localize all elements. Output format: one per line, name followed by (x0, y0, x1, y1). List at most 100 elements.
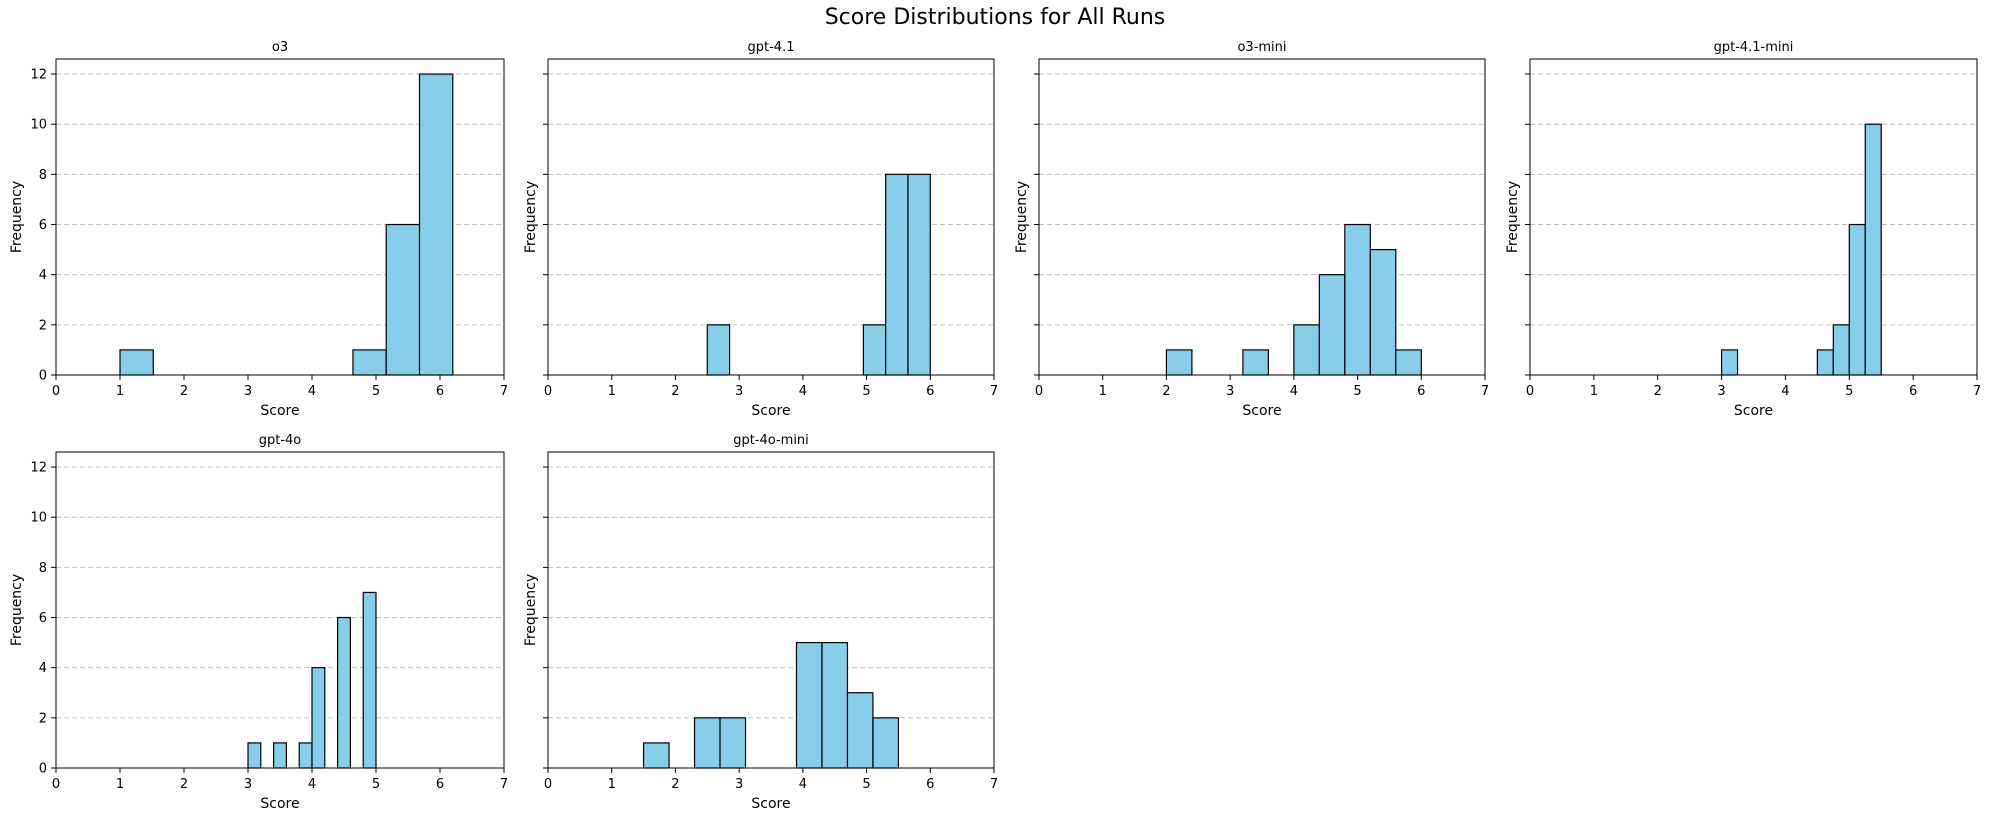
x-tick-label: 3 (244, 384, 252, 399)
x-tick-label: 7 (500, 384, 508, 399)
histogram-bar (1165, 349, 1193, 376)
histogram-bar (719, 717, 747, 769)
histogram-bar (1720, 349, 1739, 376)
x-tick-label: 2 (671, 777, 679, 792)
figure-title: Score Distributions for All Runs (824, 5, 1166, 30)
x-tick-label: 7 (990, 777, 998, 792)
panel-title: gpt-4.1-mini (1714, 40, 1794, 55)
histogram-bar (1242, 349, 1269, 376)
x-tick-label: 5 (372, 777, 380, 792)
histogram-bar (1395, 349, 1422, 376)
histogram-bar (846, 692, 874, 769)
x-tick-label: 5 (1845, 384, 1853, 399)
histogram-bar (642, 742, 670, 769)
x-axis-label: Score (260, 403, 299, 419)
x-tick-label: 7 (1481, 384, 1489, 399)
x-tick-label: 1 (116, 777, 124, 792)
y-tick-label: 6 (39, 218, 47, 233)
y-tick-label: 10 (30, 511, 47, 526)
y-tick-label: 12 (30, 461, 47, 476)
axes-frame (547, 451, 995, 769)
x-tick-label: 4 (799, 384, 807, 399)
histogram-bar (418, 73, 454, 376)
panel-title: gpt-4o (259, 433, 302, 448)
x-tick-label: 7 (1973, 384, 1981, 399)
x-tick-label: 6 (926, 777, 934, 792)
x-tick-label: 0 (544, 777, 552, 792)
histogram-bar (1848, 223, 1866, 376)
x-axis-label: Score (751, 796, 790, 812)
histogram-bar (907, 173, 931, 376)
x-tick-label: 4 (1290, 384, 1298, 399)
y-tick-label: 12 (30, 68, 47, 83)
histogram-panel: 0 1 2 3 4 5 6 7 gpt-4.1-mini Score Frequency (1505, 40, 1981, 419)
x-tick-label: 4 (1781, 384, 1789, 399)
x-tick-label: 3 (735, 384, 743, 399)
x-tick-label: 3 (244, 777, 252, 792)
x-tick-label: 5 (862, 777, 870, 792)
histogram-panel: 0 1 2 3 4 5 6 7 gpt-4o-mini Score Frequency (523, 433, 998, 812)
histogram-bar (1816, 349, 1834, 376)
x-tick-label: 0 (544, 384, 552, 399)
x-axis-label: Score (1734, 403, 1773, 419)
histogram-bar (1293, 324, 1320, 376)
histogram-bar (872, 717, 900, 769)
histogram-panel: 0 1 2 3 4 5 6 7 gpt-4.1 Score Frequency (523, 40, 998, 419)
x-tick-label: 2 (1654, 384, 1662, 399)
axes-frame (55, 58, 505, 376)
x-tick-label: 2 (1162, 384, 1170, 399)
x-tick-label: 2 (671, 384, 679, 399)
x-tick-label: 0 (1526, 384, 1534, 399)
histogram-panel: 0 1 2 3 4 5 6 7 o3-mini Score Frequency (1014, 40, 1489, 419)
x-tick-label: 2 (180, 384, 188, 399)
histogram-bar (273, 742, 288, 769)
x-tick-label: 1 (1099, 384, 1107, 399)
x-tick-label: 5 (372, 384, 380, 399)
x-tick-label: 1 (116, 384, 124, 399)
x-tick-label: 6 (1909, 384, 1917, 399)
x-tick-label: 6 (436, 777, 444, 792)
histogram-bar (119, 349, 154, 376)
histogram-bar (362, 591, 377, 769)
x-tick-label: 1 (1590, 384, 1598, 399)
x-tick-label: 6 (926, 384, 934, 399)
y-tick-label: 2 (39, 711, 47, 726)
y-tick-label: 0 (39, 762, 47, 777)
y-tick-label: 10 (30, 118, 47, 133)
histogram-bar (311, 667, 326, 769)
x-tick-label: 2 (180, 777, 188, 792)
x-tick-label: 0 (52, 777, 60, 792)
x-tick-label: 3 (1226, 384, 1234, 399)
histogram-bar (352, 349, 387, 376)
x-tick-label: 5 (862, 384, 870, 399)
y-tick-label: 6 (39, 611, 47, 626)
y-axis-label: Frequency (1014, 181, 1030, 253)
histogram-bar (1369, 249, 1397, 376)
x-tick-label: 4 (799, 777, 807, 792)
y-axis-label: Frequency (9, 181, 25, 253)
histogram-bar (693, 717, 721, 769)
panel-title: o3-mini (1237, 40, 1286, 55)
histogram-bar (795, 642, 823, 769)
y-axis-label: Frequency (523, 574, 539, 646)
histogram-bar (1832, 324, 1850, 376)
x-tick-label: 4 (308, 777, 316, 792)
y-tick-label: 0 (39, 369, 47, 384)
x-tick-label: 1 (608, 777, 616, 792)
y-tick-label: 2 (39, 318, 47, 333)
x-axis-label: Score (1242, 403, 1281, 419)
y-axis-label: Frequency (1505, 181, 1521, 253)
y-axis-label: Frequency (9, 574, 25, 646)
x-tick-label: 3 (735, 777, 743, 792)
y-tick-label: 8 (39, 168, 47, 183)
x-tick-label: 3 (1717, 384, 1725, 399)
panel-title: o3 (272, 40, 288, 55)
histogram-bar (1318, 274, 1346, 376)
histogram-bar (298, 742, 313, 769)
x-tick-label: 1 (608, 384, 616, 399)
y-tick-label: 4 (39, 268, 47, 283)
histogram-bar (247, 742, 262, 769)
x-tick-label: 4 (308, 384, 316, 399)
